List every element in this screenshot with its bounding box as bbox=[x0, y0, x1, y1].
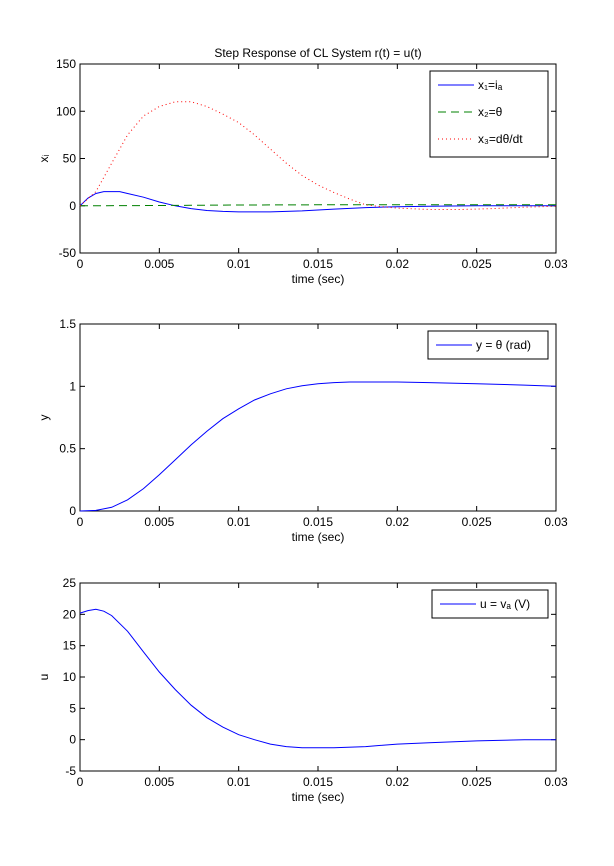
legend-label: x₂=θ bbox=[478, 105, 503, 119]
x-axis-label: time (sec) bbox=[292, 530, 345, 544]
x-tick-label: 0.005 bbox=[144, 515, 174, 529]
x-tick-label: 0.015 bbox=[303, 257, 333, 271]
legend: u = vₐ (V) bbox=[431, 589, 549, 619]
chart-title: Step Response of CL System r(t) = u(t) bbox=[214, 46, 421, 60]
x-tick-label: 0.01 bbox=[227, 257, 251, 271]
legend-label: x₃=dθ/dt bbox=[478, 132, 523, 146]
y-tick-label: 1.5 bbox=[59, 317, 76, 331]
y-axis-label: u bbox=[37, 674, 51, 681]
subplot-3: 0 0.005 0.01 0.015 0.02 0.025 0.03-50510152025… bbox=[37, 576, 568, 804]
legend-label: u = vₐ (V) bbox=[480, 597, 530, 611]
x-tick-label: 0.025 bbox=[462, 257, 492, 271]
series-line-1 bbox=[79, 608, 556, 749]
y-tick-label: 20 bbox=[63, 607, 77, 621]
x-tick-label: 0.03 bbox=[544, 257, 568, 271]
legend-label: y = θ (rad) bbox=[476, 338, 531, 352]
y-tick-label: 150 bbox=[56, 57, 76, 71]
y-axis-label: y bbox=[37, 415, 51, 421]
y-tick-label: -5 bbox=[65, 764, 76, 778]
x-tick-label: 0 bbox=[77, 775, 84, 789]
series-line-2 bbox=[79, 204, 556, 207]
subplot-1: 0 0.005 0.01 0.015 0.02 0.025 0.03-50050100150… bbox=[37, 46, 568, 286]
legend-label: x₁=iₐ bbox=[478, 78, 503, 92]
x-tick-label: 0 bbox=[77, 257, 84, 271]
x-tick-label: 0.03 bbox=[544, 775, 568, 789]
y-tick-label: -50 bbox=[59, 246, 77, 260]
x-tick-label: 0.01 bbox=[227, 515, 251, 529]
x-tick-label: 0.03 bbox=[544, 515, 568, 529]
subplot-2: 0 0.005 0.01 0.015 0.02 0.025 0.03 0 0.5 1 1.5 time… bbox=[37, 317, 568, 544]
series-line-1 bbox=[79, 191, 556, 213]
x-tick-label: 0.015 bbox=[303, 775, 333, 789]
y-tick-label: 15 bbox=[63, 639, 77, 653]
x-axis-label: time (sec) bbox=[292, 272, 345, 286]
y-tick-label: 25 bbox=[63, 576, 77, 590]
y-tick-label: 10 bbox=[63, 670, 77, 684]
y-tick-label: 0 bbox=[69, 733, 76, 747]
x-tick-label: 0.025 bbox=[462, 515, 492, 529]
x-tick-label: 0.02 bbox=[386, 515, 410, 529]
y-tick-label: 0.5 bbox=[59, 442, 76, 456]
y-tick-label: 5 bbox=[69, 701, 76, 715]
legend: y = θ (rad) bbox=[427, 330, 549, 360]
y-tick-label: 50 bbox=[63, 152, 77, 166]
x-tick-label: 0 bbox=[77, 515, 84, 529]
y-tick-label: 1 bbox=[69, 379, 76, 393]
y-tick-label: 100 bbox=[56, 104, 76, 118]
x-tick-label: 0.025 bbox=[462, 775, 492, 789]
y-tick-label: 0 bbox=[69, 199, 76, 213]
series-line-1 bbox=[79, 381, 557, 512]
x-tick-label: 0.005 bbox=[144, 775, 174, 789]
x-tick-label: 0.015 bbox=[303, 515, 333, 529]
legend: x₁=iₐ x₂=θ x₃=dθ/dt bbox=[429, 70, 549, 158]
x-tick-label: 0.005 bbox=[144, 257, 174, 271]
x-tick-label: 0.02 bbox=[386, 775, 410, 789]
y-tick-label: 0 bbox=[69, 504, 76, 518]
x-tick-label: 0.02 bbox=[386, 257, 410, 271]
y-axis-label: xᵢ bbox=[37, 154, 51, 162]
x-axis-label: time (sec) bbox=[292, 790, 345, 804]
x-tick-label: 0.01 bbox=[227, 775, 251, 789]
